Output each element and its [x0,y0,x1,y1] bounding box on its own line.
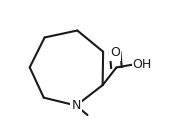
Text: N: N [72,99,81,112]
Text: OH: OH [133,58,152,71]
Text: O: O [110,46,120,59]
